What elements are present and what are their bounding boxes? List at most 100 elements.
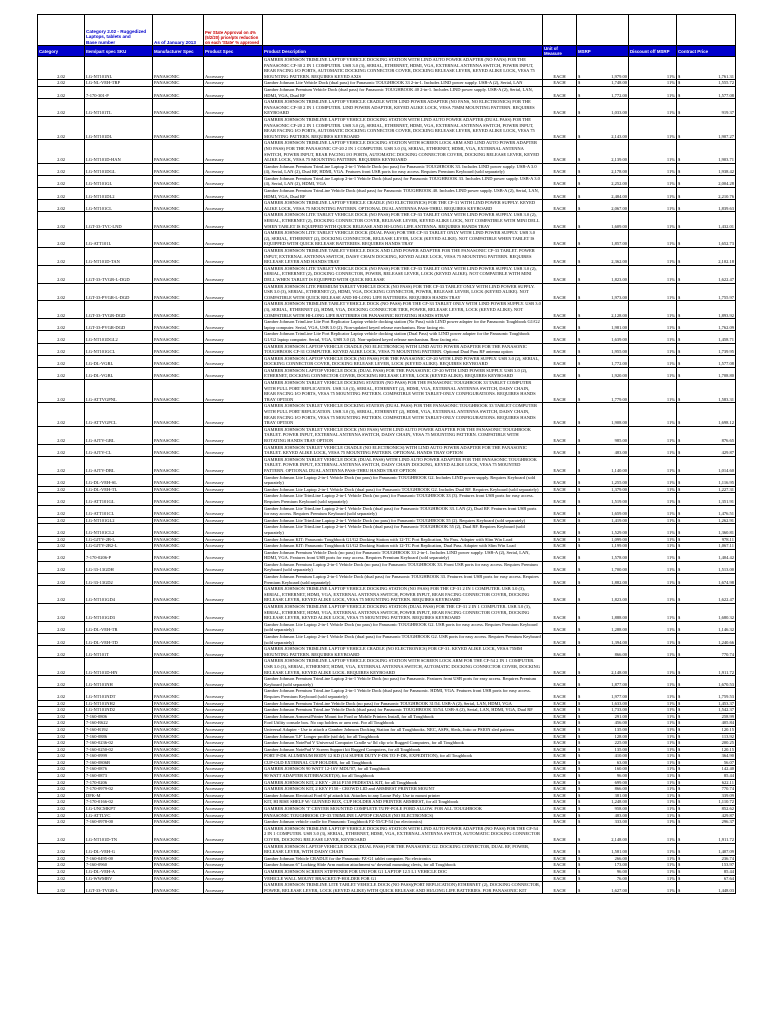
cell-category[interactable]: 2.02 (37, 778, 85, 787)
cell-description[interactable]: KIT, HI RISE SHELF W/ GUNNED BOX, CUP HO… (262, 798, 543, 807)
cell-product-spec[interactable]: Accessory (203, 675, 263, 689)
cell-manufacturer[interactable]: PANASONIC (152, 516, 204, 525)
column-header-unit[interactable]: Unit of Measure (542, 45, 577, 57)
cell-part-number[interactable]: 7-160-R192 (84, 725, 153, 734)
cell-part-number[interactable]: LG-DL-VEH-TR (84, 620, 153, 635)
cell-unit-of-measure[interactable]: EACH (542, 772, 577, 780)
cell-manufacturer[interactable]: PANASONIC (152, 805, 204, 813)
cell-contract-price[interactable]: $1,622.47 (676, 585, 736, 605)
cell-manufacturer[interactable]: PANASONIC (152, 492, 204, 506)
cell-discount[interactable]: 11% (628, 699, 677, 708)
cell-discount[interactable]: 11% (628, 318, 677, 332)
cell-category[interactable]: 2.02 (37, 772, 85, 780)
cell-unit-of-measure[interactable]: EACH (542, 139, 577, 164)
cell-discount[interactable]: 11% (628, 791, 677, 800)
cell-manufacturer[interactable]: PANASONIC (152, 603, 204, 622)
cell-discount[interactable]: 11% (628, 785, 677, 793)
cell-category[interactable]: 2.02 (37, 632, 85, 647)
cell-product-spec[interactable]: Accessory (203, 778, 263, 787)
cell-category[interactable]: 2.02 (37, 603, 85, 622)
cell-description[interactable]: GAMBER JOHNSON TABLET VEHICLE DOCKING ST… (262, 402, 543, 427)
cell-contract-price[interactable]: $1,110.72 (676, 798, 736, 807)
cell-unit-of-measure[interactable]: EACH (542, 745, 577, 754)
cell-part-number[interactable]: LG-AJTV-DBL (84, 455, 153, 475)
cell-contract-price[interactable]: $1,622.47 (676, 264, 736, 284)
cell-part-number[interactable]: 7-170-0166-02 (84, 798, 153, 807)
cell-description[interactable]: GAMBER JOHNSON LAPTOP VEHICLE DOCK (NO P… (262, 354, 543, 368)
cell-product-spec[interactable]: Accessory (203, 805, 263, 813)
cell-msrp[interactable]: $1,748.00 (576, 79, 629, 87)
cell-discount[interactable]: 11% (628, 824, 677, 844)
cell-category[interactable]: 2.02 (37, 492, 85, 506)
cell-discount[interactable]: 11% (628, 379, 677, 404)
cell-description[interactable]: GAMBER JOHNSON LITE TABLET VEHICLE DOCK … (262, 264, 543, 284)
cell-product-spec[interactable]: Accessory (203, 867, 263, 876)
cell-part-number[interactable]: LG-NT101DGL (84, 162, 153, 176)
cell-contract-price[interactable]: $1,240.66 (676, 632, 736, 647)
cell-discount[interactable]: 11% (628, 282, 677, 302)
cell-part-number[interactable]: LG-NT101CL (84, 199, 153, 213)
cell-manufacturer[interactable]: PANASONIC (152, 620, 204, 635)
cell-unit-of-measure[interactable]: EACH (542, 115, 577, 141)
cell-manufacturer[interactable]: PANASONIC (152, 706, 204, 714)
cell-part-number[interactable]: LG-DL-VEH-A (84, 867, 153, 876)
cell-category[interactable]: 2.02 (37, 745, 85, 754)
cell-discount[interactable]: 11% (628, 300, 677, 320)
cell-contract-price[interactable]: $978.11 (676, 535, 736, 544)
cell-unit-of-measure[interactable]: EACH (542, 778, 577, 787)
cell-description[interactable]: GAMBER JOHNSON TRIMLINE LAPTOP VEHICLE D… (262, 585, 543, 605)
cell-contract-price[interactable]: $2,004.28 (676, 174, 736, 189)
cell-msrp[interactable]: $1,255.00 (576, 473, 629, 487)
cell-discount[interactable]: 11% (628, 811, 677, 820)
cell-unit-of-measure[interactable]: EACH (542, 443, 577, 457)
cell-product-spec[interactable]: Accessory (203, 603, 263, 622)
cell-part-number[interactable]: LG-NT101TL (84, 98, 153, 117)
cell-discount[interactable]: 11% (628, 854, 677, 863)
cell-product-spec[interactable]: Accessory (203, 687, 263, 701)
cell-manufacturer[interactable]: PANASONIC (152, 791, 204, 800)
cell-category[interactable]: 2.02 (37, 732, 85, 741)
cell-part-number[interactable]: LG-AJTV-GBL (84, 425, 153, 445)
cell-description[interactable]: PANASONIC TOUGHBOOK CF-33 TRIMLINE LAPTO… (262, 811, 543, 820)
cell-part-number[interactable]: LG-DL-VGBL (84, 366, 153, 381)
cell-category[interactable]: 2.02 (37, 300, 85, 320)
cell-unit-of-measure[interactable]: EACH (542, 765, 577, 774)
cell-unit-of-measure[interactable]: EACH (542, 402, 577, 427)
cell-manufacturer[interactable]: PANASONIC (152, 379, 204, 404)
cell-unit-of-measure[interactable]: EACH (542, 867, 577, 876)
cell-msrp[interactable]: $1,955.00 (576, 342, 629, 356)
cell-description[interactable]: GAMBER JOHNSON TRIMLINE LAPTOP VEHICLE D… (262, 115, 543, 141)
cell-contract-price[interactable]: $142.40 (676, 765, 736, 774)
cell-category[interactable]: 2.02 (37, 645, 85, 659)
cell-discount[interactable]: 11% (628, 264, 677, 284)
cell-unit-of-measure[interactable]: EACH (542, 791, 577, 800)
cell-category[interactable]: 2.02 (37, 523, 85, 537)
cell-msrp[interactable]: $1,609.00 (576, 211, 629, 231)
cell-description[interactable]: Gamber Johnson Armrest/Printer Mount for… (262, 712, 543, 721)
cell-unit-of-measure[interactable]: EACH (542, 247, 577, 266)
cell-contract-price[interactable]: $1,458.71 (676, 330, 736, 344)
cell-product-spec[interactable]: Accessory (203, 818, 263, 826)
cell-part-number[interactable]: LG-WWMBV (84, 874, 153, 883)
cell-description[interactable]: Gamber Johnson 6" Locking Slide Arm moti… (262, 861, 543, 869)
cell-category[interactable]: 2.02 (37, 854, 85, 863)
cell-description[interactable]: GAMBER JOHNSON 90 WATT 12-16V MDU'07, fo… (262, 765, 543, 774)
cell-discount[interactable]: 11% (628, 706, 677, 714)
cell-msrp[interactable]: $128.00 (576, 732, 629, 741)
cell-contract-price[interactable]: $153.97 (676, 861, 736, 869)
cell-category[interactable]: 2.02 (37, 542, 85, 550)
cell-manufacturer[interactable]: PANASONIC (152, 842, 204, 856)
cell-msrp[interactable]: $2,148.00 (576, 657, 629, 677)
cell-manufacturer[interactable]: PANASONIC (152, 854, 204, 863)
cell-msrp[interactable]: $1,248.00 (576, 798, 629, 807)
cell-product-spec[interactable]: Accessory (203, 282, 263, 302)
cell-manufacturer[interactable]: PANASONIC (152, 535, 204, 544)
cell-product-spec[interactable]: Accessory (203, 115, 263, 141)
cell-product-spec[interactable]: Accessory (203, 354, 263, 368)
cell-part-number[interactable]: LGT-33-TVGR-L (84, 881, 153, 895)
cell-product-spec[interactable]: Accessory (203, 485, 263, 494)
cell-discount[interactable]: 11% (628, 752, 677, 760)
cell-part-number[interactable]: LG-NT101GD4 (84, 585, 153, 605)
cell-category[interactable]: 2.02 (37, 174, 85, 189)
cell-unit-of-measure[interactable]: EACH (542, 504, 577, 518)
